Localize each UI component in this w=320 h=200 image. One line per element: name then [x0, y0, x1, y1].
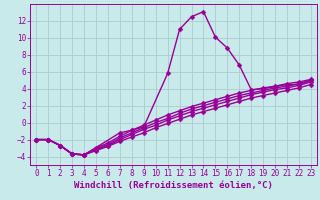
X-axis label: Windchill (Refroidissement éolien,°C): Windchill (Refroidissement éolien,°C)	[74, 181, 273, 190]
